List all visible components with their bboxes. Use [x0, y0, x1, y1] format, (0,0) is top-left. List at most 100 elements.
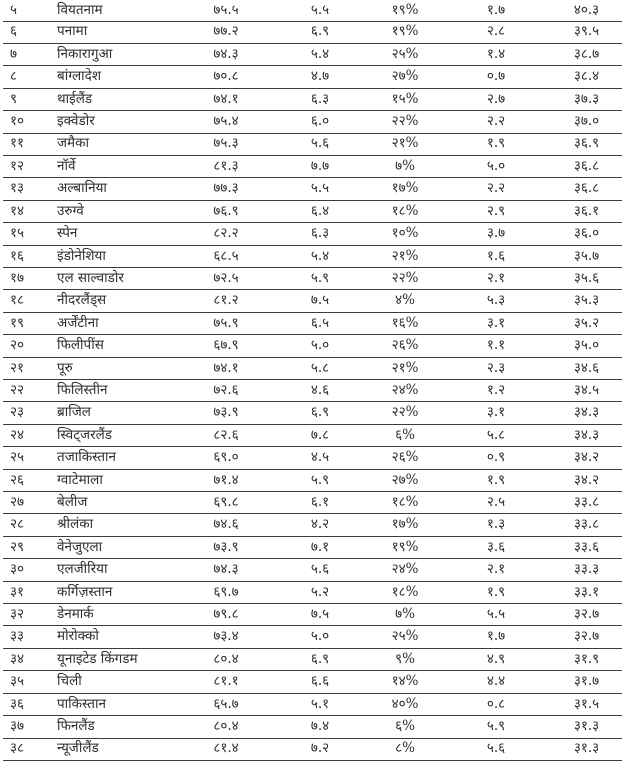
inequality-cell: १०%: [391, 225, 419, 242]
inequality-cell: २४%: [391, 381, 419, 398]
hpi-score-cell: ३८.४: [573, 68, 600, 85]
life-expectancy-cell: ६८.५: [213, 247, 239, 264]
rank-cell: २६: [10, 471, 25, 488]
rank-cell: ३७: [10, 718, 25, 735]
hpi-score-cell: ३६.१: [573, 202, 600, 219]
inequality-cell: २४%: [391, 561, 419, 578]
table-row: १३ अल्बानिया ७७.३ ५.५ १७% २.२ ३६.८: [3, 178, 622, 201]
table-row: १९ अर्जेंटीना ७५.९ ६.५ १६% ३.१ ३५.२: [3, 313, 622, 336]
table-row: १८ नीदरलैंड्स ८१.२ ७.५ ४% ५.३ ३५.३: [3, 290, 622, 313]
table-row: ३१ कर्गिज़स्तान ६९.७ ५.२ १८% १.९ ३३.१: [3, 582, 622, 605]
table-row: २५ तजाकिस्तान ६९.० ४.५ २६% ०.९ ३४.२: [3, 447, 622, 470]
country-cell: वियतनाम: [57, 1, 103, 18]
wellbeing-cell: ६.१: [310, 493, 330, 510]
rank-cell: १२: [10, 157, 25, 174]
country-cell: पाकिस्तान: [57, 695, 106, 712]
country-cell: मोरोक्को: [57, 628, 99, 645]
life-expectancy-cell: ७३.९: [213, 538, 239, 555]
inequality-cell: २१%: [391, 359, 419, 376]
hpi-score-cell: ३५.६: [573, 269, 600, 286]
life-expectancy-cell: ७५.९: [213, 314, 239, 331]
wellbeing-cell: ६.९: [310, 404, 330, 421]
hpi-score-cell: ३४.५: [573, 381, 600, 398]
table-row: २३ ब्राजिल ७३.९ ६.९ २२% ३.१ ३४.३: [3, 402, 622, 425]
inequality-cell: १६%: [391, 314, 419, 331]
wellbeing-cell: ५.२: [310, 583, 330, 600]
footprint-cell: ०.९: [486, 449, 506, 466]
rank-cell: १४: [10, 202, 25, 219]
footprint-cell: १.९: [486, 583, 506, 600]
hpi-score-cell: ३५.३: [573, 292, 600, 309]
life-expectancy-cell: ७४.१: [213, 90, 239, 107]
footprint-cell: २.२: [486, 113, 506, 130]
country-cell: कर्गिज़स्तान: [57, 583, 113, 600]
country-cell: नीदरलैंड्स: [57, 292, 107, 309]
footprint-cell: १.७: [486, 628, 506, 645]
wellbeing-cell: ७.७: [310, 157, 330, 174]
life-expectancy-cell: ७४.६: [213, 516, 239, 533]
life-expectancy-cell: ६५.७: [213, 695, 239, 712]
life-expectancy-cell: ७५.४: [213, 113, 239, 130]
footprint-cell: ५.०: [486, 157, 506, 174]
hpi-score-cell: ३३.८: [573, 516, 600, 533]
rank-cell: ३०: [10, 561, 25, 578]
life-expectancy-cell: ८१.४: [213, 740, 239, 757]
hpi-score-cell: ३६.८: [573, 157, 600, 174]
table-row: ६ पनामा ७७.२ ६.९ १९% २.८ ३९.५: [3, 22, 622, 44]
wellbeing-cell: ५.९: [310, 269, 330, 286]
country-cell: उरुग्वे: [57, 202, 84, 219]
table-row: ११ जमैका ७५.३ ५.६ २१% १.९ ३६.९: [3, 134, 622, 156]
life-expectancy-cell: ६९.७: [213, 583, 239, 600]
hpi-score-cell: ३८.७: [573, 45, 600, 62]
footprint-cell: १.४: [486, 45, 506, 62]
footprint-cell: ४.४: [486, 673, 506, 690]
rank-cell: ३८: [10, 740, 25, 757]
country-cell: यूनाइटेड किंगडम: [57, 650, 138, 667]
hpi-score-cell: ३३.८: [573, 493, 600, 510]
footprint-cell: १.९: [486, 471, 506, 488]
wellbeing-cell: ७.५: [310, 606, 330, 623]
rank-cell: ३१: [10, 583, 25, 600]
rank-cell: १३: [10, 180, 25, 197]
inequality-cell: ६%: [395, 426, 415, 443]
wellbeing-cell: ५.५: [310, 180, 330, 197]
footprint-cell: १.९: [486, 135, 506, 152]
country-cell: नॉर्वे: [57, 157, 76, 174]
hpi-score-cell: ३१.९: [573, 650, 600, 667]
rank-cell: १८: [10, 292, 25, 309]
rank-cell: २४: [10, 426, 25, 443]
table-row: २६ ग्वाटेमाला ७१.४ ५.९ २७% १.९ ३४.२: [3, 470, 622, 493]
table-row: ७ निकारागुआ ७४.३ ५.४ २५% १.४ ३८.७: [3, 44, 622, 67]
rank-cell: ९: [10, 90, 18, 107]
wellbeing-cell: ६.५: [310, 314, 330, 331]
wellbeing-cell: ५.०: [310, 628, 330, 645]
footprint-cell: ५.८: [486, 426, 506, 443]
hpi-score-cell: ३६.८: [573, 180, 600, 197]
table-row: २७ बेलीज ६९.८ ६.१ १८% २.५ ३३.८: [3, 492, 622, 515]
wellbeing-cell: ५.६: [310, 135, 330, 152]
country-cell: जमैका: [57, 135, 89, 152]
hpi-score-cell: ३७.३: [573, 90, 600, 107]
rank-cell: ७: [10, 45, 18, 62]
wellbeing-cell: ५.१: [310, 695, 330, 712]
inequality-cell: ७%: [395, 606, 415, 623]
country-cell: ब्राजिल: [57, 404, 91, 421]
country-cell: फिलीपींस: [57, 337, 104, 354]
inequality-cell: ९%: [395, 650, 415, 667]
country-cell: स्विट्जरलैंड: [57, 426, 112, 443]
country-cell: चिली: [57, 673, 82, 690]
hpi-score-cell: ३४.३: [573, 426, 600, 443]
inequality-cell: १७%: [391, 516, 419, 533]
life-expectancy-cell: ६९.८: [213, 493, 239, 510]
country-cell: ग्वाटेमाला: [57, 471, 103, 488]
rank-cell: २३: [10, 404, 25, 421]
wellbeing-cell: ७.१: [310, 538, 330, 555]
footprint-cell: ३.१: [486, 314, 506, 331]
inequality-cell: १९%: [391, 1, 419, 18]
table-row: २२ फिलिस्तीन ७२.६ ४.६ २४% १.२ ३४.५: [3, 380, 622, 403]
rank-cell: २०: [10, 337, 25, 354]
rank-cell: १६: [10, 247, 25, 264]
footprint-cell: २.२: [486, 180, 506, 197]
inequality-cell: ६%: [395, 718, 415, 735]
